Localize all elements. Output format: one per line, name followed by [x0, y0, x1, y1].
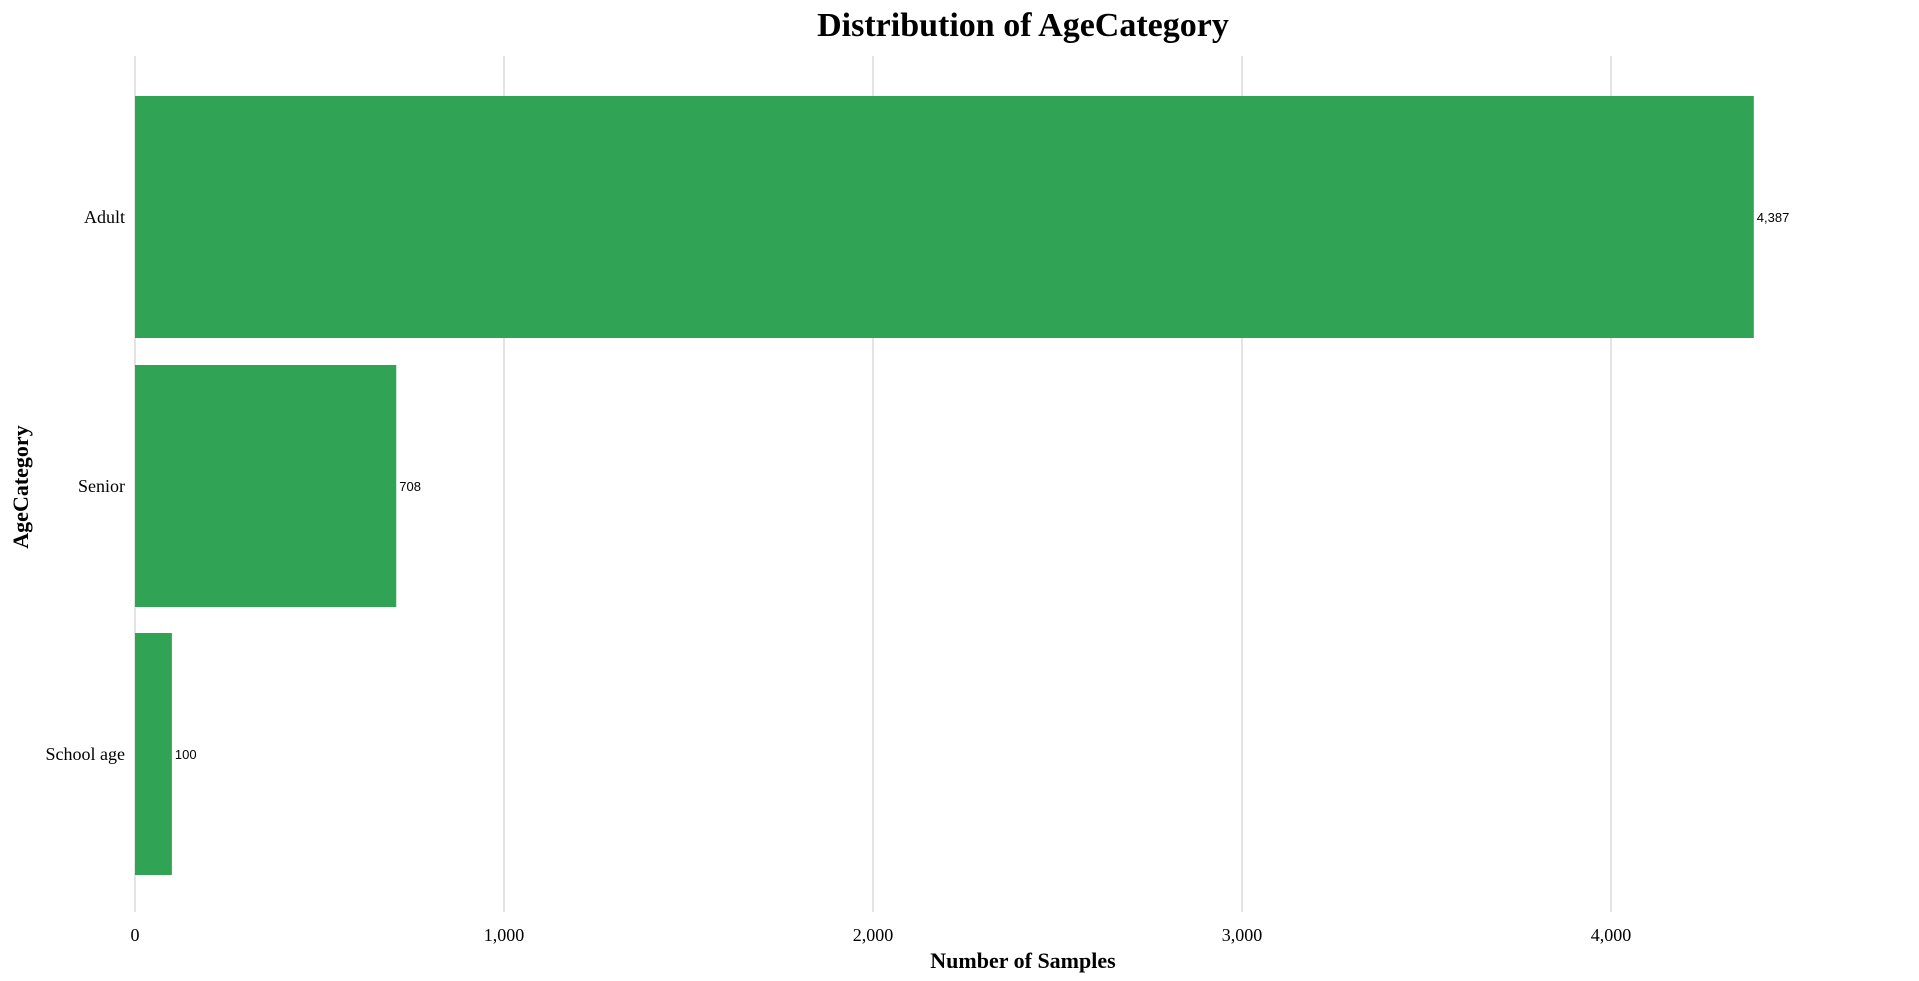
x-tick-label: 3,000	[1222, 925, 1263, 945]
bar-senior	[135, 365, 397, 607]
x-tick-label: 2,000	[853, 925, 894, 945]
x-tick-label: 4,000	[1591, 925, 1632, 945]
chart-title: Distribution of AgeCategory	[817, 7, 1229, 44]
data-label: 708	[399, 479, 421, 494]
x-tick-label: 0	[131, 925, 140, 945]
y-axis-title: AgeCategory	[8, 425, 33, 548]
y-tick-label: School age	[46, 744, 125, 764]
bar-adult	[135, 96, 1754, 338]
x-tick-label: 1,000	[484, 925, 525, 945]
data-label: 4,387	[1757, 210, 1790, 225]
x-tick-labels: 0 1,000 2,000 3,000 4,000	[131, 925, 1632, 945]
data-label: 100	[175, 747, 197, 762]
bars	[135, 96, 1754, 875]
y-tick-label: Adult	[84, 207, 125, 227]
x-axis-title: Number of Samples	[930, 948, 1116, 973]
data-labels: 4,387 708 100	[175, 210, 1789, 762]
y-tick-labels: Adult Senior School age	[46, 207, 125, 764]
y-tick-label: Senior	[78, 476, 125, 496]
bar-school-age	[135, 633, 172, 875]
